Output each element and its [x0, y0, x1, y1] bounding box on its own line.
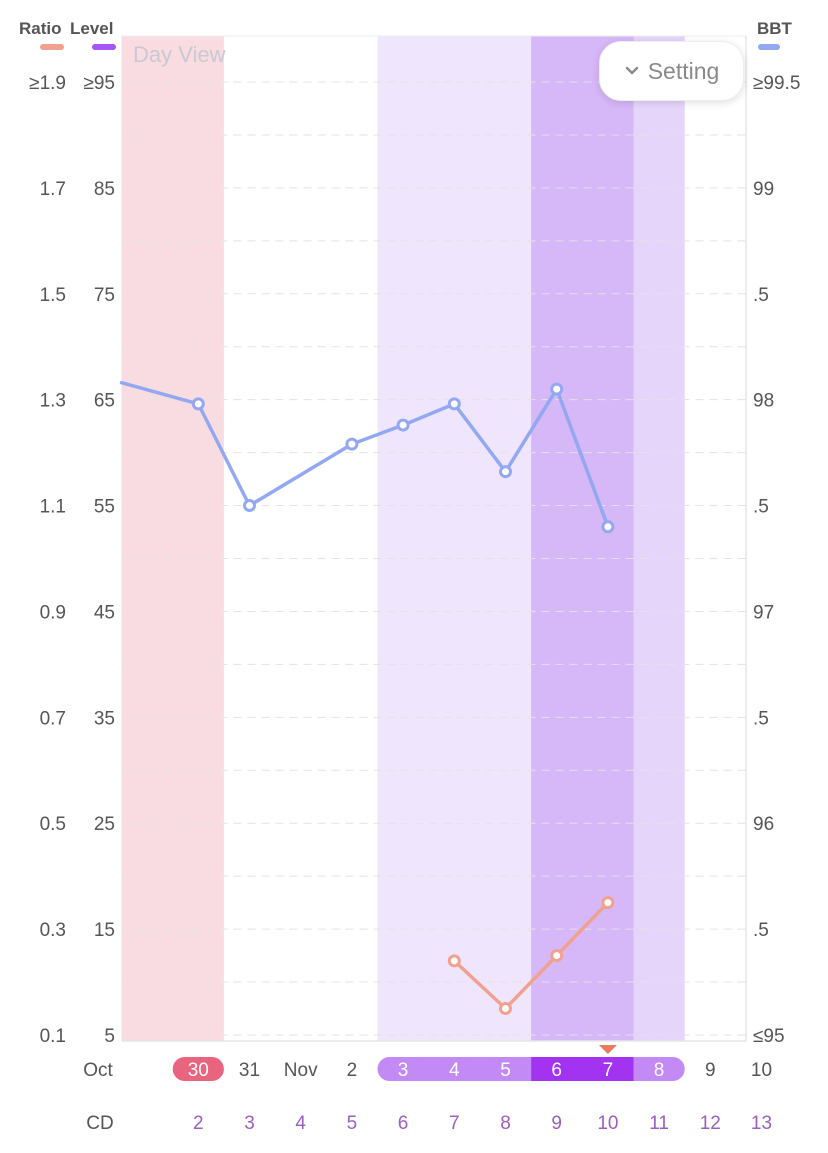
- series-line-ratio: [452, 900, 610, 1011]
- y-tick-bbt: 98: [753, 391, 774, 412]
- x-date-label: 4: [449, 1060, 460, 1081]
- setting-label: Setting: [647, 57, 720, 84]
- period-pill: [172, 1057, 224, 1081]
- x-axis: Oct 30 31 Nov 2 3 4 5 6 7 8 9 10 CD 2 3 4 5 6 7 8 9 10 11 12 13: [83, 1045, 772, 1134]
- data-point-bbt: [345, 437, 359, 451]
- post-peak-pill: [633, 1057, 685, 1081]
- y-tick-bbt: .5: [753, 285, 769, 306]
- y-axis-ticks: ≥1.9 ≥95 ≥99.5 1.7 85 99 1.5 75 .5 1.3 65 98 1.1 55 .5…: [29, 73, 800, 1047]
- y-tick-level: 35: [94, 708, 115, 729]
- x-date-label: 7: [603, 1060, 614, 1081]
- x-date-label: 6: [551, 1060, 562, 1081]
- data-point-ratio: [550, 949, 564, 963]
- y-tick-bbt: .5: [753, 497, 769, 518]
- data-point-ratio: [447, 954, 461, 968]
- data-point-bbt: [447, 397, 461, 411]
- cd-label: CD: [86, 1113, 113, 1134]
- data-point-bbt: [601, 520, 615, 534]
- y-tick-ratio: 0.3: [40, 920, 66, 941]
- y-tick-ratio: 1.7: [40, 179, 66, 200]
- x-date-label: 2: [347, 1060, 358, 1081]
- y-tick-ratio: ≥1.9: [29, 73, 66, 94]
- legend: Ratio Level BBT: [19, 19, 793, 50]
- data-point-bbt: [396, 418, 410, 432]
- cycle-day-label: 10: [597, 1113, 618, 1134]
- y-tick-level: ≥95: [83, 73, 115, 94]
- cycle-day-label: 12: [700, 1113, 721, 1134]
- y-tick-level: 5: [104, 1026, 115, 1047]
- background-bands: [121, 36, 685, 1041]
- x-date-label: 5: [500, 1060, 511, 1081]
- y-tick-level: 85: [94, 179, 115, 200]
- grid-lines: [121, 35, 747, 1042]
- y-tick-bbt: .5: [753, 920, 769, 941]
- y-tick-bbt: ≤95: [753, 1026, 785, 1047]
- y-tick-level: 55: [94, 497, 115, 518]
- peak-pill: [531, 1057, 634, 1081]
- y-tick-ratio: 0.7: [40, 708, 66, 729]
- fertile-pill: [377, 1057, 532, 1081]
- legend-ratio-swatch: [40, 44, 64, 50]
- today-marker-icon: [598, 1045, 617, 1054]
- setting-button[interactable]: Setting: [599, 41, 744, 101]
- y-tick-bbt: ≥99.5: [753, 73, 800, 94]
- chevron-down-icon: [625, 66, 638, 75]
- data-series: [119, 380, 615, 1016]
- y-tick-bbt: 97: [753, 602, 774, 623]
- cycle-day-label: 3: [244, 1113, 255, 1134]
- legend-ratio-label: Ratio: [19, 19, 62, 38]
- x-date-label: 8: [654, 1060, 665, 1081]
- y-tick-ratio: 0.1: [40, 1026, 66, 1047]
- cycle-day-label: 5: [347, 1113, 358, 1134]
- y-tick-ratio: 1.1: [40, 497, 66, 518]
- legend-level-swatch: [92, 44, 116, 50]
- y-tick-ratio: 0.9: [40, 602, 66, 623]
- data-point-bbt: [191, 397, 205, 411]
- cycle-day-label: 6: [398, 1113, 409, 1134]
- x-date-label: 31: [239, 1060, 260, 1081]
- cycle-day-label: 13: [751, 1113, 772, 1134]
- data-point-ratio: [499, 1002, 512, 1016]
- band-post_peak: [633, 36, 685, 1041]
- y-tick-bbt: 99: [753, 179, 774, 200]
- x-date-label: Oct: [83, 1060, 113, 1081]
- legend-bbt-swatch: [758, 44, 780, 50]
- y-tick-bbt: 96: [753, 814, 774, 835]
- x-date-label: Nov: [284, 1060, 318, 1081]
- y-tick-ratio: 0.5: [40, 814, 66, 835]
- data-point-ratio: [601, 896, 615, 910]
- y-tick-level: 15: [94, 920, 115, 941]
- legend-level-label: Level: [70, 19, 113, 38]
- data-point-bbt: [550, 382, 564, 396]
- band-fertile: [377, 36, 532, 1041]
- cycle-day-label: 9: [551, 1113, 562, 1134]
- y-tick-ratio: 1.3: [40, 391, 66, 412]
- data-point-bbt: [243, 499, 256, 513]
- y-tick-level: 75: [94, 285, 115, 306]
- cycle-day-label: 11: [649, 1113, 669, 1134]
- legend-bbt-label: BBT: [757, 19, 793, 38]
- y-tick-level: 25: [94, 814, 115, 835]
- cycle-day-label: 7: [449, 1113, 460, 1134]
- x-date-label: 10: [751, 1060, 772, 1081]
- cycle-day-label: 2: [193, 1113, 204, 1134]
- y-tick-level: 45: [94, 602, 115, 623]
- x-date-label: 30: [188, 1060, 209, 1081]
- band-period: [121, 36, 224, 1041]
- cycle-day-label: 8: [500, 1113, 511, 1134]
- data-point-bbt: [499, 465, 512, 479]
- y-tick-bbt: .5: [753, 708, 769, 729]
- x-date-label: 9: [705, 1060, 716, 1081]
- band-peak: [531, 36, 634, 1041]
- x-date-label: 3: [398, 1060, 409, 1081]
- day-view-label: Day View: [133, 42, 226, 67]
- y-tick-ratio: 1.5: [40, 285, 66, 306]
- y-tick-level: 65: [94, 391, 115, 412]
- cycle-day-label: 4: [295, 1113, 306, 1134]
